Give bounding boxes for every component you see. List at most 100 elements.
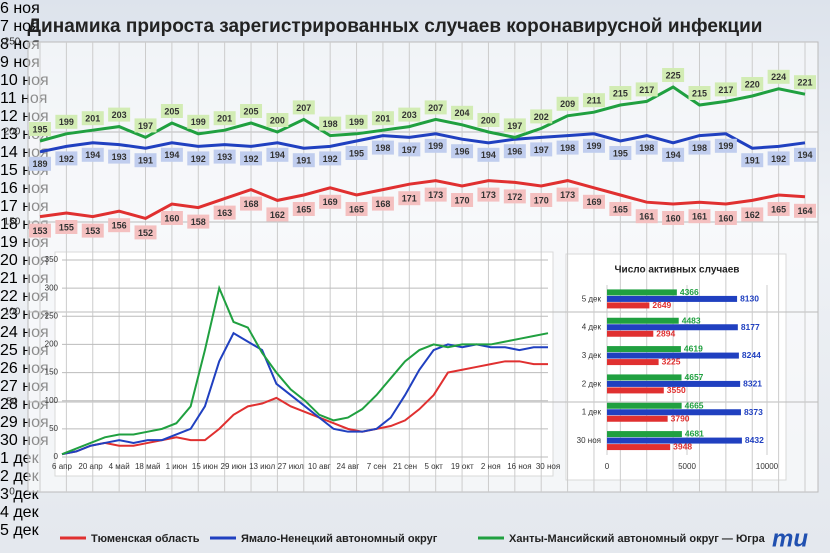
x-tick-label: 4 май (109, 462, 130, 471)
data-label: 220 (745, 79, 760, 89)
data-label-box (688, 86, 711, 100)
data-label-box (213, 149, 236, 164)
data-label: 207 (296, 103, 311, 113)
data-label-box (609, 146, 632, 160)
data-label: 207 (428, 103, 443, 113)
data-label-box (266, 147, 289, 162)
data-label-box (477, 113, 500, 127)
y-tick-label: 3 дек (582, 351, 602, 360)
data-label-box (81, 223, 104, 238)
data-label: 3225 (662, 357, 681, 367)
y-tick-label: 0 (9, 487, 15, 498)
bar (607, 387, 664, 394)
data-label-box (29, 156, 51, 171)
data-label: 4657 (685, 372, 704, 382)
data-label-box (371, 140, 394, 155)
data-label-box (767, 151, 790, 166)
data-label-box (345, 146, 368, 160)
data-label-box (688, 140, 711, 155)
data-label-box (108, 149, 131, 164)
data-label: 201 (85, 114, 100, 124)
x-tick-label: 1 июн (166, 462, 188, 471)
y-tick-label: 30 ноя (577, 436, 601, 445)
data-label: 198 (375, 143, 390, 153)
data-label-box (451, 193, 474, 207)
data-label-box (503, 189, 526, 204)
data-label-box (556, 140, 579, 155)
data-label-box (556, 187, 579, 202)
data-label: 165 (349, 204, 364, 214)
data-label-box (609, 86, 632, 100)
data-label-box (398, 107, 421, 122)
data-label-box (371, 111, 394, 126)
y-tick-label: 300 (45, 283, 59, 292)
data-label: 194 (85, 150, 100, 160)
data-label: 198 (323, 119, 338, 129)
data-label-box (530, 109, 553, 124)
data-label: 189 (32, 159, 47, 169)
data-label-box (794, 75, 816, 90)
data-label: 4366 (680, 287, 699, 297)
data-label-box (398, 142, 421, 157)
y-tick-label: 0 (54, 452, 59, 461)
y-tick-label: 250 (4, 37, 21, 48)
x-tick-label: 2 ноя (481, 462, 501, 471)
data-label-box (29, 122, 51, 136)
data-label-box (794, 203, 816, 218)
data-label: 193 (217, 152, 232, 162)
bar (607, 324, 738, 331)
y-tick-label: 200 (45, 340, 59, 349)
data-label: 221 (797, 78, 812, 88)
data-label-box (662, 147, 685, 162)
data-label: 169 (586, 197, 601, 207)
data-label: 225 (666, 70, 681, 80)
data-label-box (371, 196, 394, 211)
x-tick-label: 10000 (756, 462, 779, 471)
bar (607, 444, 671, 451)
y-tick-label: 1 дек (582, 408, 602, 417)
data-label: 192 (771, 154, 786, 164)
data-label: 200 (270, 115, 285, 125)
data-label: 201 (217, 114, 232, 124)
data-label-box (345, 202, 368, 216)
x-tick-label: 29 июн (221, 462, 247, 471)
data-label-box (767, 69, 790, 84)
data-label: 173 (560, 190, 575, 200)
data-label-box (319, 151, 342, 166)
data-label: 194 (481, 150, 496, 160)
data-label: 156 (112, 221, 127, 231)
data-label: 196 (455, 147, 470, 157)
bar (607, 317, 679, 324)
data-label-box (424, 138, 447, 153)
y-tick-label: 100 (4, 307, 21, 318)
data-label: 168 (375, 199, 390, 209)
data-label-box (582, 194, 605, 209)
y-tick-label: 50 (6, 397, 18, 408)
data-label: 199 (349, 117, 364, 127)
data-label-box (714, 82, 737, 97)
data-label-box (714, 138, 737, 153)
data-label: 192 (191, 154, 206, 164)
data-label-box (29, 223, 51, 238)
data-label: 200 (481, 115, 496, 125)
data-label: 173 (428, 190, 443, 200)
data-label: 4483 (682, 315, 701, 325)
data-label-box (292, 202, 315, 216)
data-label: 163 (217, 208, 232, 218)
data-label: 193 (112, 152, 127, 162)
data-label-box (503, 118, 526, 133)
data-label: 2649 (652, 300, 671, 310)
data-label-box (582, 93, 605, 108)
data-label: 8373 (744, 407, 763, 417)
data-label-box (794, 147, 816, 162)
data-label: 160 (164, 213, 179, 223)
data-label-box (160, 147, 183, 162)
data-label: 160 (666, 213, 681, 223)
data-label-box (187, 114, 210, 129)
bar (607, 359, 659, 366)
data-label: 160 (718, 213, 733, 223)
data-label: 162 (270, 210, 285, 220)
data-label: 199 (191, 117, 206, 127)
x-tick-label: 16 ноя (507, 462, 531, 471)
